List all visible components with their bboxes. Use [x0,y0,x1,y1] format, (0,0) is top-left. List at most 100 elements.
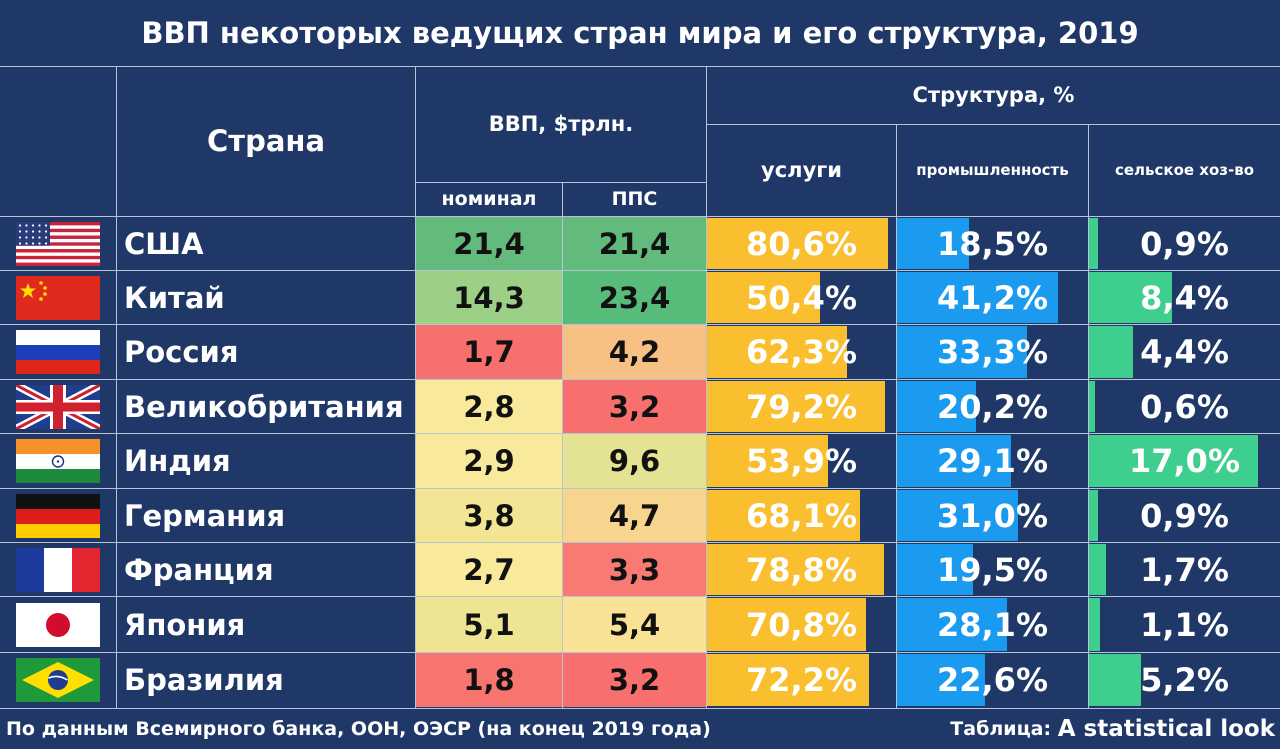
gdp-ppp-cell: 3,3 [563,543,706,596]
footer-credit: Таблица: A statistical look [905,709,1275,749]
footer-credit-name: A statistical look [1057,716,1275,742]
industry-bar [897,654,985,706]
grid-line-col [415,66,416,708]
agriculture-bar [1089,272,1172,323]
services-bar [707,435,828,487]
agriculture-value: 1,1% [1140,605,1229,644]
grid-line-row [0,270,1280,271]
gdp-nominal-cell: 2,8 [416,380,562,433]
header-services: услуги [761,158,842,182]
gdp-nominal-cell: 5,1 [416,597,562,652]
industry-value: 33,3% [936,333,1048,371]
grid-line-row [0,379,1280,380]
services-value: 68,1% [745,496,857,535]
services-value: 62,3% [745,333,857,371]
industry-value: 28,1% [936,605,1048,644]
agriculture-value: 0,9% [1140,224,1229,263]
grid-line-col [1088,124,1089,708]
industry-value: 31,0% [936,496,1048,535]
industry-bar [897,544,973,595]
agriculture-value: 8,4% [1140,278,1229,317]
agriculture-bar [1089,435,1258,487]
grid-line-row [0,324,1280,325]
industry-bar [897,598,1007,651]
chart-title: ВВП некоторых ведущих стран мира и его с… [141,16,1139,50]
gdp-ppp-cell: 4,2 [563,325,706,379]
country-name: Россия [124,335,239,369]
country-name: Великобритания [124,389,404,424]
header-nominal: номинал [441,188,537,210]
industry-value: 41,2% [936,278,1048,317]
uk-flag-icon [16,385,100,429]
services-bar [707,490,860,541]
agriculture-bar [1089,490,1098,541]
industry-bar [897,218,969,269]
grid-line-structure [707,124,1280,125]
industry-bar [897,326,1027,378]
gdp-ppp-cell: 21,4 [563,217,706,270]
industry-value: 22,6% [936,661,1048,699]
industry-bar [897,381,976,432]
agriculture-value: 0,6% [1140,387,1229,426]
header-gdp: ВВП, $трлн. [488,112,634,136]
grid-line-row [0,433,1280,434]
header-country: Страна [206,124,326,158]
header-industry: промышленность [916,161,1069,179]
agriculture-bar [1089,218,1098,269]
gdp-nominal-cell: 14,3 [416,271,562,324]
grid-line-row [0,542,1280,543]
industry-value: 18,5% [936,224,1048,263]
country-name: Китай [124,280,225,315]
industry-value: 29,1% [936,442,1048,480]
grid-line-row [0,488,1280,489]
agriculture-value: 5,2% [1140,661,1229,699]
gdp-nominal-cell: 1,7 [416,325,562,379]
header-agriculture: сельское хоз-во [1114,161,1255,179]
services-bar [707,654,869,706]
grid-line-header-bottom [0,216,1280,217]
header-ppp: ППС [611,188,658,210]
services-value: 78,8% [745,550,857,589]
agriculture-value: 0,9% [1140,496,1229,535]
germany-flag-icon [16,494,100,538]
services-bar [707,381,885,432]
services-bar [707,544,884,595]
agriculture-value: 4,4% [1140,333,1229,371]
country-name: Германия [124,498,286,533]
brazil-flag-icon [16,658,100,702]
services-value: 50,4% [745,278,857,317]
grid-line-row [0,596,1280,597]
agriculture-bar [1089,544,1106,595]
industry-value: 19,5% [936,550,1048,589]
gdp-ppp-cell: 23,4 [563,271,706,324]
industry-bar [897,272,1058,323]
agriculture-bar [1089,654,1141,706]
footer-source: По данным Всемирного банка, ООН, ОЭСР (н… [6,718,711,740]
agriculture-bar [1089,326,1133,378]
grid-line-gdp [416,182,706,183]
grid-line-top [0,66,1280,67]
gdp-nominal-cell: 2,9 [416,434,562,488]
country-name: Индия [124,444,231,478]
country-name: Япония [124,607,246,642]
france-flag-icon [16,548,100,592]
grid-line-row [0,652,1280,653]
agriculture-value: 17,0% [1128,442,1240,480]
services-value: 79,2% [745,387,857,426]
header-structure: Структура, % [912,83,1075,107]
country-name: США [124,226,204,261]
country-name: Франция [124,552,274,587]
grid-line-col [562,182,563,708]
japan-flag-icon [16,603,100,647]
services-bar [707,326,847,378]
gdp-nominal-cell: 1,8 [416,653,562,707]
gdp-ppp-cell: 4,7 [563,489,706,542]
grid-line-col [116,66,117,708]
agriculture-bar [1089,381,1095,432]
russia-flag-icon [16,330,100,374]
services-value: 53,9% [745,442,857,480]
gdp-nominal-cell: 2,7 [416,543,562,596]
grid-line-col [896,124,897,708]
gdp-ppp-cell: 5,4 [563,597,706,652]
industry-bar [897,490,1018,541]
